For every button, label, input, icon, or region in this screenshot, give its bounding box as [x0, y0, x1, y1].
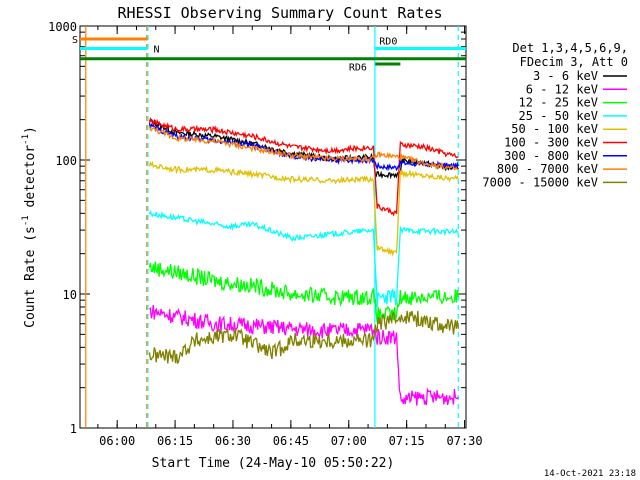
legend-label: 800 - 7000 keV	[497, 162, 598, 176]
y-axis-label-post: )	[23, 126, 38, 134]
legend-label: 7000 - 15000 keV	[482, 175, 598, 189]
interval-markers	[85, 26, 459, 428]
y-axis-label-sup1: -1	[21, 215, 31, 226]
y-tick-label: 10	[63, 288, 77, 302]
series-line-6-12keV	[149, 304, 459, 406]
x-tick-label: 06:00	[99, 434, 135, 448]
x-tick-label: 07:30	[447, 434, 483, 448]
series-layer	[148, 116, 459, 406]
x-tick-label: 06:30	[215, 434, 251, 448]
state-flags: S N RD0 RD6	[72, 35, 466, 74]
y-axis-label-pre: Count Rate (s	[23, 226, 38, 328]
x-tick-labels: 06:00 06:15 06:30 06:45 07:00 07:15 07:30	[99, 434, 483, 448]
legend-label: 3 - 6 keV	[533, 69, 598, 83]
y-axis-label: Count Rate (s-1 detector-1)	[21, 126, 38, 328]
plot-frame	[79, 25, 467, 429]
x-tick-label: 06:15	[157, 434, 193, 448]
legend-label: 100 - 300 keV	[504, 136, 598, 150]
series-line-50-100keV	[148, 160, 459, 257]
legend-label: 300 - 800 keV	[504, 149, 598, 163]
series-line-7000-15000keV	[148, 310, 459, 365]
series-line-3-6keV	[148, 118, 459, 180]
y-tick-label: 1	[70, 422, 77, 436]
legend: Det 1,3,4,5,6,9, FDecim 3, Att 0 3 - 6 k…	[482, 41, 628, 189]
timestamp: 14-Oct-2021 23:18	[544, 469, 636, 479]
series-line-25-50keV	[148, 209, 459, 308]
legend-header-1: Det 1,3,4,5,6,9,	[512, 41, 628, 55]
flag-label: RD0	[379, 36, 397, 47]
x-tick-label: 07:00	[331, 434, 367, 448]
axis-ticks	[80, 25, 466, 429]
series-line-100-300keV	[148, 116, 459, 217]
legend-label: 50 - 100 keV	[511, 122, 598, 136]
flag-label: N	[154, 44, 160, 55]
legend-header-2: FDecim 3, Att 0	[520, 55, 628, 69]
chart-title: RHESSI Observing Summary Count Rates	[117, 4, 442, 22]
y-axis-label-sup2: -1	[21, 134, 31, 145]
legend-label: 6 - 12 keV	[526, 82, 598, 96]
y-tick-label: 1000	[48, 20, 77, 34]
x-tick-label: 06:45	[273, 434, 309, 448]
series-line-12-25keV	[148, 261, 459, 323]
x-axis-label: Start Time (24-May-10 05:50:22)	[152, 456, 395, 471]
legend-label: 12 - 25 keV	[519, 96, 598, 110]
y-axis-label-mid: detector	[23, 145, 38, 216]
y-tick-labels: 1 10 100 1000	[48, 20, 77, 436]
flag-label: RD6	[349, 63, 367, 74]
legend-label: 25 - 50 keV	[519, 109, 598, 123]
y-tick-label: 100	[55, 154, 77, 168]
series-line-800-7000keV	[148, 125, 459, 171]
x-tick-label: 07:15	[389, 434, 425, 448]
flag-label: S	[72, 35, 78, 46]
